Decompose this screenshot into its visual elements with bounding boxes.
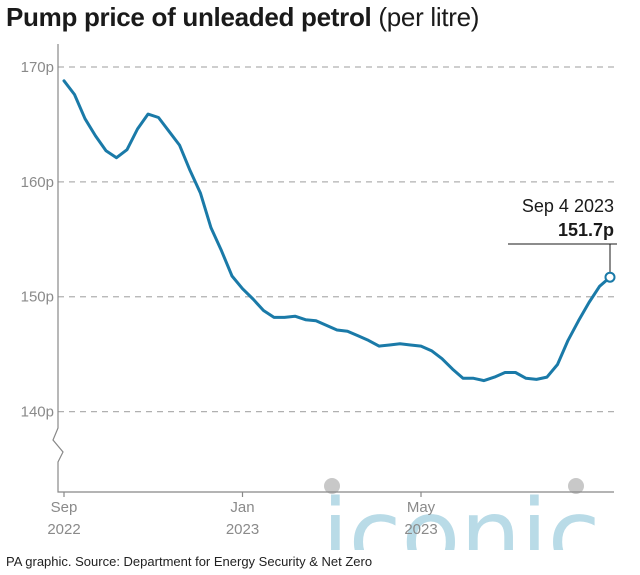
y-tick-label: 150p — [21, 289, 54, 306]
y-tick-label: 160p — [21, 174, 54, 191]
chart-title: Pump price of unleaded petrol (per litre… — [6, 2, 479, 33]
axis-line — [52, 44, 614, 493]
watermark-text: iconic — [322, 479, 600, 550]
x-tick-label: Jan — [230, 499, 254, 516]
grid-lines — [58, 66, 614, 413]
y-tick-label: 140p — [21, 404, 54, 421]
source-note: PA graphic. Source: Department for Energ… — [6, 554, 373, 569]
title-unit: (per litre) — [378, 2, 480, 32]
annotation: Sep 4 2023 151.7p — [508, 196, 617, 283]
watermark-dot — [324, 478, 340, 494]
x-tick-label: May — [407, 499, 436, 516]
x-tick-label: 2023 — [404, 521, 437, 538]
x-tick-label: Sep — [51, 499, 78, 516]
title-main: Pump price of unleaded petrol — [6, 2, 372, 32]
line-chart: iconic 140p 150p 160p 170p Sep 2022 Jan 2023 Ma… — [21, 44, 617, 550]
y-tick-label: 170p — [21, 59, 54, 76]
x-tick-label: 2023 — [226, 521, 259, 538]
series-group — [62, 79, 612, 383]
data-point-marker — [604, 271, 616, 283]
y-axis: 140p 150p 160p 170p — [21, 59, 54, 421]
annotation-value: 151.7p — [558, 220, 614, 240]
watermark: iconic — [322, 478, 600, 550]
annotation-date: Sep 4 2023 — [522, 196, 614, 216]
watermark-dot — [568, 478, 584, 494]
series-line — [62, 79, 612, 383]
x-tick-label: 2022 — [47, 521, 80, 538]
axes — [52, 44, 614, 493]
x-axis: Sep 2022 Jan 2023 May 2023 — [47, 492, 438, 538]
